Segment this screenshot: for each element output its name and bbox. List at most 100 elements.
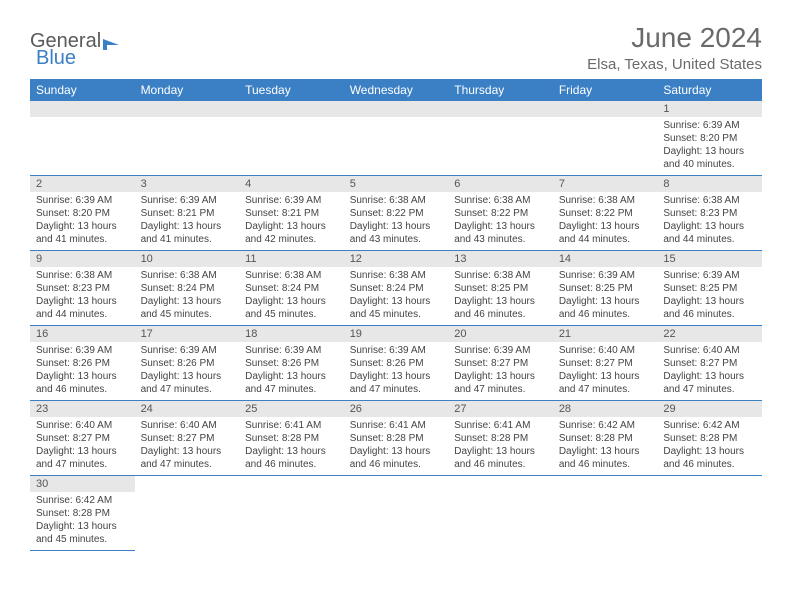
day-details [239, 492, 344, 498]
day-details: Sunrise: 6:40 AMSunset: 8:27 PMDaylight:… [135, 417, 240, 475]
calendar-page: General June 2024 Elsa, Texas, United St… [0, 0, 792, 573]
calendar-head: SundayMondayTuesdayWednesdayThursdayFrid… [30, 79, 762, 101]
day-details [344, 492, 449, 498]
day-details: Sunrise: 6:39 AMSunset: 8:20 PMDaylight:… [30, 192, 135, 250]
day-header-thursday: Thursday [448, 79, 553, 101]
day-header-monday: Monday [135, 79, 240, 101]
day-cell: 19Sunrise: 6:39 AMSunset: 8:26 PMDayligh… [344, 326, 449, 401]
day-number: 23 [30, 401, 135, 417]
day-details: Sunrise: 6:39 AMSunset: 8:25 PMDaylight:… [657, 267, 762, 325]
day-number: 21 [553, 326, 658, 342]
day-cell: 28Sunrise: 6:42 AMSunset: 8:28 PMDayligh… [553, 401, 658, 476]
month-title: June 2024 [587, 22, 762, 54]
location: Elsa, Texas, United States [587, 56, 762, 73]
day-details: Sunrise: 6:38 AMSunset: 8:22 PMDaylight:… [448, 192, 553, 250]
day-cell: 7Sunrise: 6:38 AMSunset: 8:22 PMDaylight… [553, 176, 658, 251]
day-cell: 17Sunrise: 6:39 AMSunset: 8:26 PMDayligh… [135, 326, 240, 401]
day-number: 1 [657, 101, 762, 117]
day-number: 7 [553, 176, 658, 192]
day-details: Sunrise: 6:39 AMSunset: 8:21 PMDaylight:… [239, 192, 344, 250]
day-number: 27 [448, 401, 553, 417]
day-number: 14 [553, 251, 658, 267]
day-details: Sunrise: 6:38 AMSunset: 8:25 PMDaylight:… [448, 267, 553, 325]
day-number: 30 [30, 476, 135, 492]
day-details: Sunrise: 6:39 AMSunset: 8:26 PMDaylight:… [239, 342, 344, 400]
day-details: Sunrise: 6:38 AMSunset: 8:23 PMDaylight:… [30, 267, 135, 325]
day-cell: 25Sunrise: 6:41 AMSunset: 8:28 PMDayligh… [239, 401, 344, 476]
day-cell: 8Sunrise: 6:38 AMSunset: 8:23 PMDaylight… [657, 176, 762, 251]
day-details: Sunrise: 6:39 AMSunset: 8:26 PMDaylight:… [135, 342, 240, 400]
calendar-body: 1 Sunrise: 6:39 AMSunset: 8:20 PMDaylight… [30, 101, 762, 551]
day-cell [239, 476, 344, 551]
header: General June 2024 Elsa, Texas, United St… [30, 22, 762, 73]
day-details [657, 492, 762, 498]
day-number: 12 [344, 251, 449, 267]
day-details: Sunrise: 6:41 AMSunset: 8:28 PMDaylight:… [239, 417, 344, 475]
day-details: Sunrise: 6:40 AMSunset: 8:27 PMDaylight:… [553, 342, 658, 400]
day-number: 16 [30, 326, 135, 342]
day-number [448, 476, 553, 492]
day-number: 2 [30, 176, 135, 192]
day-details: Sunrise: 6:38 AMSunset: 8:22 PMDaylight:… [553, 192, 658, 250]
day-number: 20 [448, 326, 553, 342]
day-number: 10 [135, 251, 240, 267]
day-number: 22 [657, 326, 762, 342]
day-cell: 20Sunrise: 6:39 AMSunset: 8:27 PMDayligh… [448, 326, 553, 401]
day-header-tuesday: Tuesday [239, 79, 344, 101]
day-number: 8 [657, 176, 762, 192]
day-cell [553, 476, 658, 551]
day-cell: 22Sunrise: 6:40 AMSunset: 8:27 PMDayligh… [657, 326, 762, 401]
day-cell: 24Sunrise: 6:40 AMSunset: 8:27 PMDayligh… [135, 401, 240, 476]
day-cell [239, 101, 344, 176]
day-details: Sunrise: 6:38 AMSunset: 8:24 PMDaylight:… [135, 267, 240, 325]
day-details: Sunrise: 6:42 AMSunset: 8:28 PMDaylight:… [30, 492, 135, 550]
day-cell [135, 476, 240, 551]
day-cell [344, 476, 449, 551]
logo-text-2: Blue [36, 47, 76, 70]
week-row: 9Sunrise: 6:38 AMSunset: 8:23 PMDaylight… [30, 251, 762, 326]
day-number [344, 476, 449, 492]
flag-icon [103, 33, 121, 44]
calendar-table: SundayMondayTuesdayWednesdayThursdayFrid… [30, 79, 762, 551]
day-cell: 18Sunrise: 6:39 AMSunset: 8:26 PMDayligh… [239, 326, 344, 401]
day-header-sunday: Sunday [30, 79, 135, 101]
day-number [239, 101, 344, 117]
day-details: Sunrise: 6:39 AMSunset: 8:26 PMDaylight:… [30, 342, 135, 400]
day-details: Sunrise: 6:42 AMSunset: 8:28 PMDaylight:… [657, 417, 762, 475]
day-cell: 26Sunrise: 6:41 AMSunset: 8:28 PMDayligh… [344, 401, 449, 476]
day-number [448, 101, 553, 117]
week-row: 2Sunrise: 6:39 AMSunset: 8:20 PMDaylight… [30, 176, 762, 251]
day-cell: 13Sunrise: 6:38 AMSunset: 8:25 PMDayligh… [448, 251, 553, 326]
day-number: 29 [657, 401, 762, 417]
day-number: 9 [30, 251, 135, 267]
day-number: 26 [344, 401, 449, 417]
day-number [135, 101, 240, 117]
day-details: Sunrise: 6:42 AMSunset: 8:28 PMDaylight:… [553, 417, 658, 475]
day-details: Sunrise: 6:39 AMSunset: 8:27 PMDaylight:… [448, 342, 553, 400]
day-cell: 21Sunrise: 6:40 AMSunset: 8:27 PMDayligh… [553, 326, 658, 401]
day-number: 24 [135, 401, 240, 417]
day-cell: 3Sunrise: 6:39 AMSunset: 8:21 PMDaylight… [135, 176, 240, 251]
week-row: 23Sunrise: 6:40 AMSunset: 8:27 PMDayligh… [30, 401, 762, 476]
day-number [239, 476, 344, 492]
day-details: Sunrise: 6:41 AMSunset: 8:28 PMDaylight:… [344, 417, 449, 475]
day-cell: 15Sunrise: 6:39 AMSunset: 8:25 PMDayligh… [657, 251, 762, 326]
day-cell [553, 101, 658, 176]
day-cell [344, 101, 449, 176]
day-details: Sunrise: 6:39 AMSunset: 8:26 PMDaylight:… [344, 342, 449, 400]
day-cell: 12Sunrise: 6:38 AMSunset: 8:24 PMDayligh… [344, 251, 449, 326]
day-number: 13 [448, 251, 553, 267]
day-details [448, 117, 553, 123]
day-details: Sunrise: 6:39 AMSunset: 8:25 PMDaylight:… [553, 267, 658, 325]
day-cell: 9Sunrise: 6:38 AMSunset: 8:23 PMDaylight… [30, 251, 135, 326]
day-cell: 16Sunrise: 6:39 AMSunset: 8:26 PMDayligh… [30, 326, 135, 401]
day-details [448, 492, 553, 498]
day-number: 18 [239, 326, 344, 342]
day-cell: 5Sunrise: 6:38 AMSunset: 8:22 PMDaylight… [344, 176, 449, 251]
day-number: 15 [657, 251, 762, 267]
day-details [553, 492, 658, 498]
day-number [553, 101, 658, 117]
day-details: Sunrise: 6:40 AMSunset: 8:27 PMDaylight:… [30, 417, 135, 475]
day-cell [657, 476, 762, 551]
day-number [657, 476, 762, 492]
